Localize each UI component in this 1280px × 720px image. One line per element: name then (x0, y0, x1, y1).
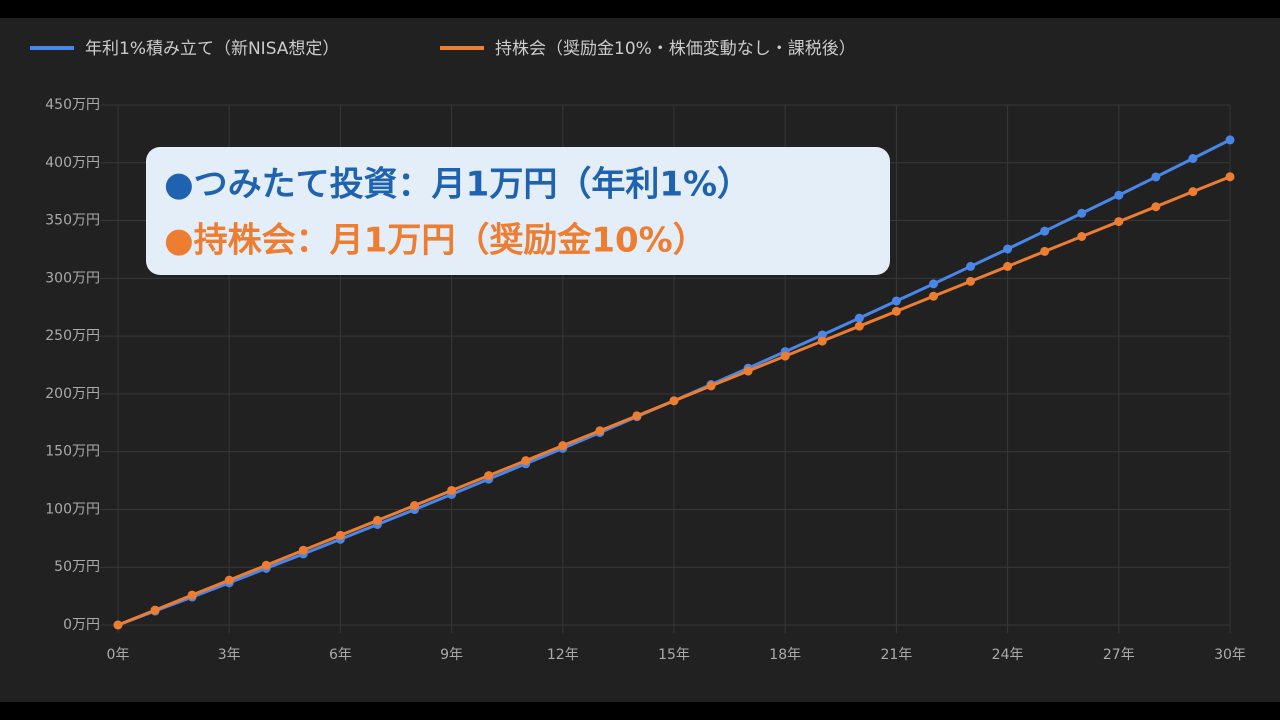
data-point (966, 261, 976, 271)
annotation: ●つみたて投資：月1万円（年利1%） (164, 165, 751, 205)
data-point (1188, 154, 1198, 164)
data-point (1151, 172, 1161, 182)
data-point (632, 411, 642, 421)
data-point (410, 501, 420, 511)
x-tick-label: 30年 (1214, 647, 1246, 663)
data-point (743, 366, 753, 376)
data-point (1114, 217, 1124, 227)
y-tick-label: 100万円 (45, 501, 100, 517)
data-point (187, 590, 197, 600)
x-tick-label: 9年 (440, 647, 463, 663)
x-tick-label: 18年 (769, 647, 801, 663)
data-point (780, 351, 790, 361)
x-tick-label: 0年 (107, 647, 130, 663)
y-tick-label: 150万円 (45, 444, 100, 460)
data-point (113, 620, 123, 630)
data-point (447, 485, 457, 495)
data-point (484, 471, 494, 481)
data-point (1151, 202, 1161, 212)
data-point (1003, 244, 1013, 254)
data-point (1225, 135, 1235, 145)
data-point (224, 575, 234, 585)
data-point (669, 396, 679, 406)
data-point (150, 605, 160, 615)
legend-label: 持株会（奨励金10%・株価変動なし・課税後） (495, 39, 856, 59)
x-tick-label: 24年 (992, 647, 1024, 663)
data-point (891, 296, 901, 306)
data-point (521, 456, 531, 466)
annotation: ●持株会：月1万円（奨励金10%） (164, 221, 707, 261)
legend-label: 年利1%積み立て（新NISA想定） (85, 39, 339, 59)
x-tick-label: 21年 (880, 647, 912, 663)
data-point (817, 336, 827, 346)
x-tick-label: 3年 (218, 647, 241, 663)
data-point (558, 441, 568, 451)
data-point (1114, 190, 1124, 200)
y-tick-label: 350万円 (45, 213, 100, 229)
y-tick-label: 300万円 (45, 270, 100, 286)
data-point (1003, 261, 1013, 271)
data-point (298, 545, 308, 555)
data-point (595, 426, 605, 436)
data-point (854, 313, 864, 323)
data-point (928, 291, 938, 301)
x-tick-label: 6年 (329, 647, 352, 663)
annotation-box (146, 147, 890, 275)
y-tick-label: 450万円 (45, 97, 100, 113)
data-point (966, 276, 976, 286)
y-tick-label: 200万円 (45, 386, 100, 402)
x-tick-label: 12年 (547, 647, 579, 663)
y-tick-label: 50万円 (54, 559, 100, 575)
data-point (1225, 172, 1235, 182)
data-point (372, 515, 382, 525)
data-point (706, 381, 716, 391)
data-point (1040, 246, 1050, 256)
data-point (1188, 187, 1198, 197)
y-tick-label: 250万円 (45, 328, 100, 344)
data-point (854, 321, 864, 331)
y-tick-label: 0万円 (63, 617, 100, 633)
data-point (1077, 232, 1087, 242)
x-tick-label: 27年 (1103, 647, 1135, 663)
x-tick-label: 15年 (658, 647, 690, 663)
data-point (891, 306, 901, 316)
data-point (335, 530, 345, 540)
data-point (1077, 208, 1087, 218)
data-point (1040, 226, 1050, 236)
data-point (928, 279, 938, 289)
data-point (261, 560, 271, 570)
y-tick-label: 400万円 (45, 155, 100, 171)
